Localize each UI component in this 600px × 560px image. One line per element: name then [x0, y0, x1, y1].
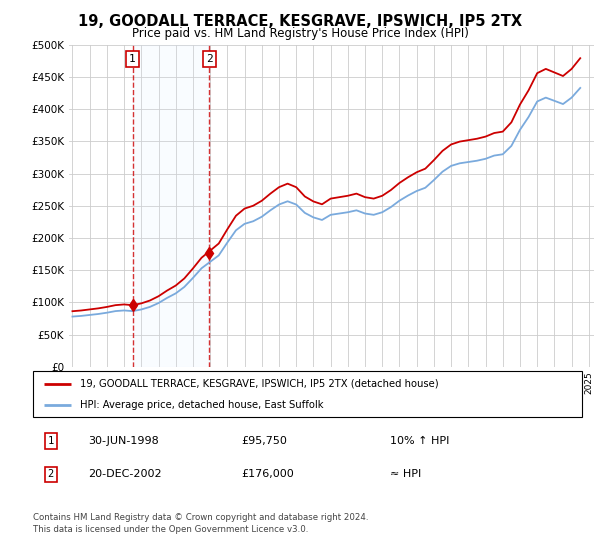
Text: 10% ↑ HPI: 10% ↑ HPI [390, 436, 449, 446]
Text: 2: 2 [206, 54, 213, 64]
Text: HPI: Average price, detached house, East Suffolk: HPI: Average price, detached house, East… [80, 400, 323, 410]
Text: 1: 1 [47, 436, 53, 446]
Text: 19, GOODALL TERRACE, KESGRAVE, IPSWICH, IP5 2TX (detached house): 19, GOODALL TERRACE, KESGRAVE, IPSWICH, … [80, 379, 438, 389]
Text: 30-JUN-1998: 30-JUN-1998 [88, 436, 158, 446]
Text: 1: 1 [129, 54, 136, 64]
Text: ≈ HPI: ≈ HPI [390, 469, 421, 479]
Text: £176,000: £176,000 [242, 469, 295, 479]
FancyBboxPatch shape [33, 371, 582, 417]
Text: Contains HM Land Registry data © Crown copyright and database right 2024.: Contains HM Land Registry data © Crown c… [33, 513, 368, 522]
Text: £95,750: £95,750 [242, 436, 287, 446]
Text: Price paid vs. HM Land Registry's House Price Index (HPI): Price paid vs. HM Land Registry's House … [131, 27, 469, 40]
Text: 19, GOODALL TERRACE, KESGRAVE, IPSWICH, IP5 2TX: 19, GOODALL TERRACE, KESGRAVE, IPSWICH, … [78, 14, 522, 29]
Text: 20-DEC-2002: 20-DEC-2002 [88, 469, 161, 479]
Text: 2: 2 [47, 469, 53, 479]
Text: This data is licensed under the Open Government Licence v3.0.: This data is licensed under the Open Gov… [33, 525, 308, 534]
Bar [133, 45, 209, 367]
